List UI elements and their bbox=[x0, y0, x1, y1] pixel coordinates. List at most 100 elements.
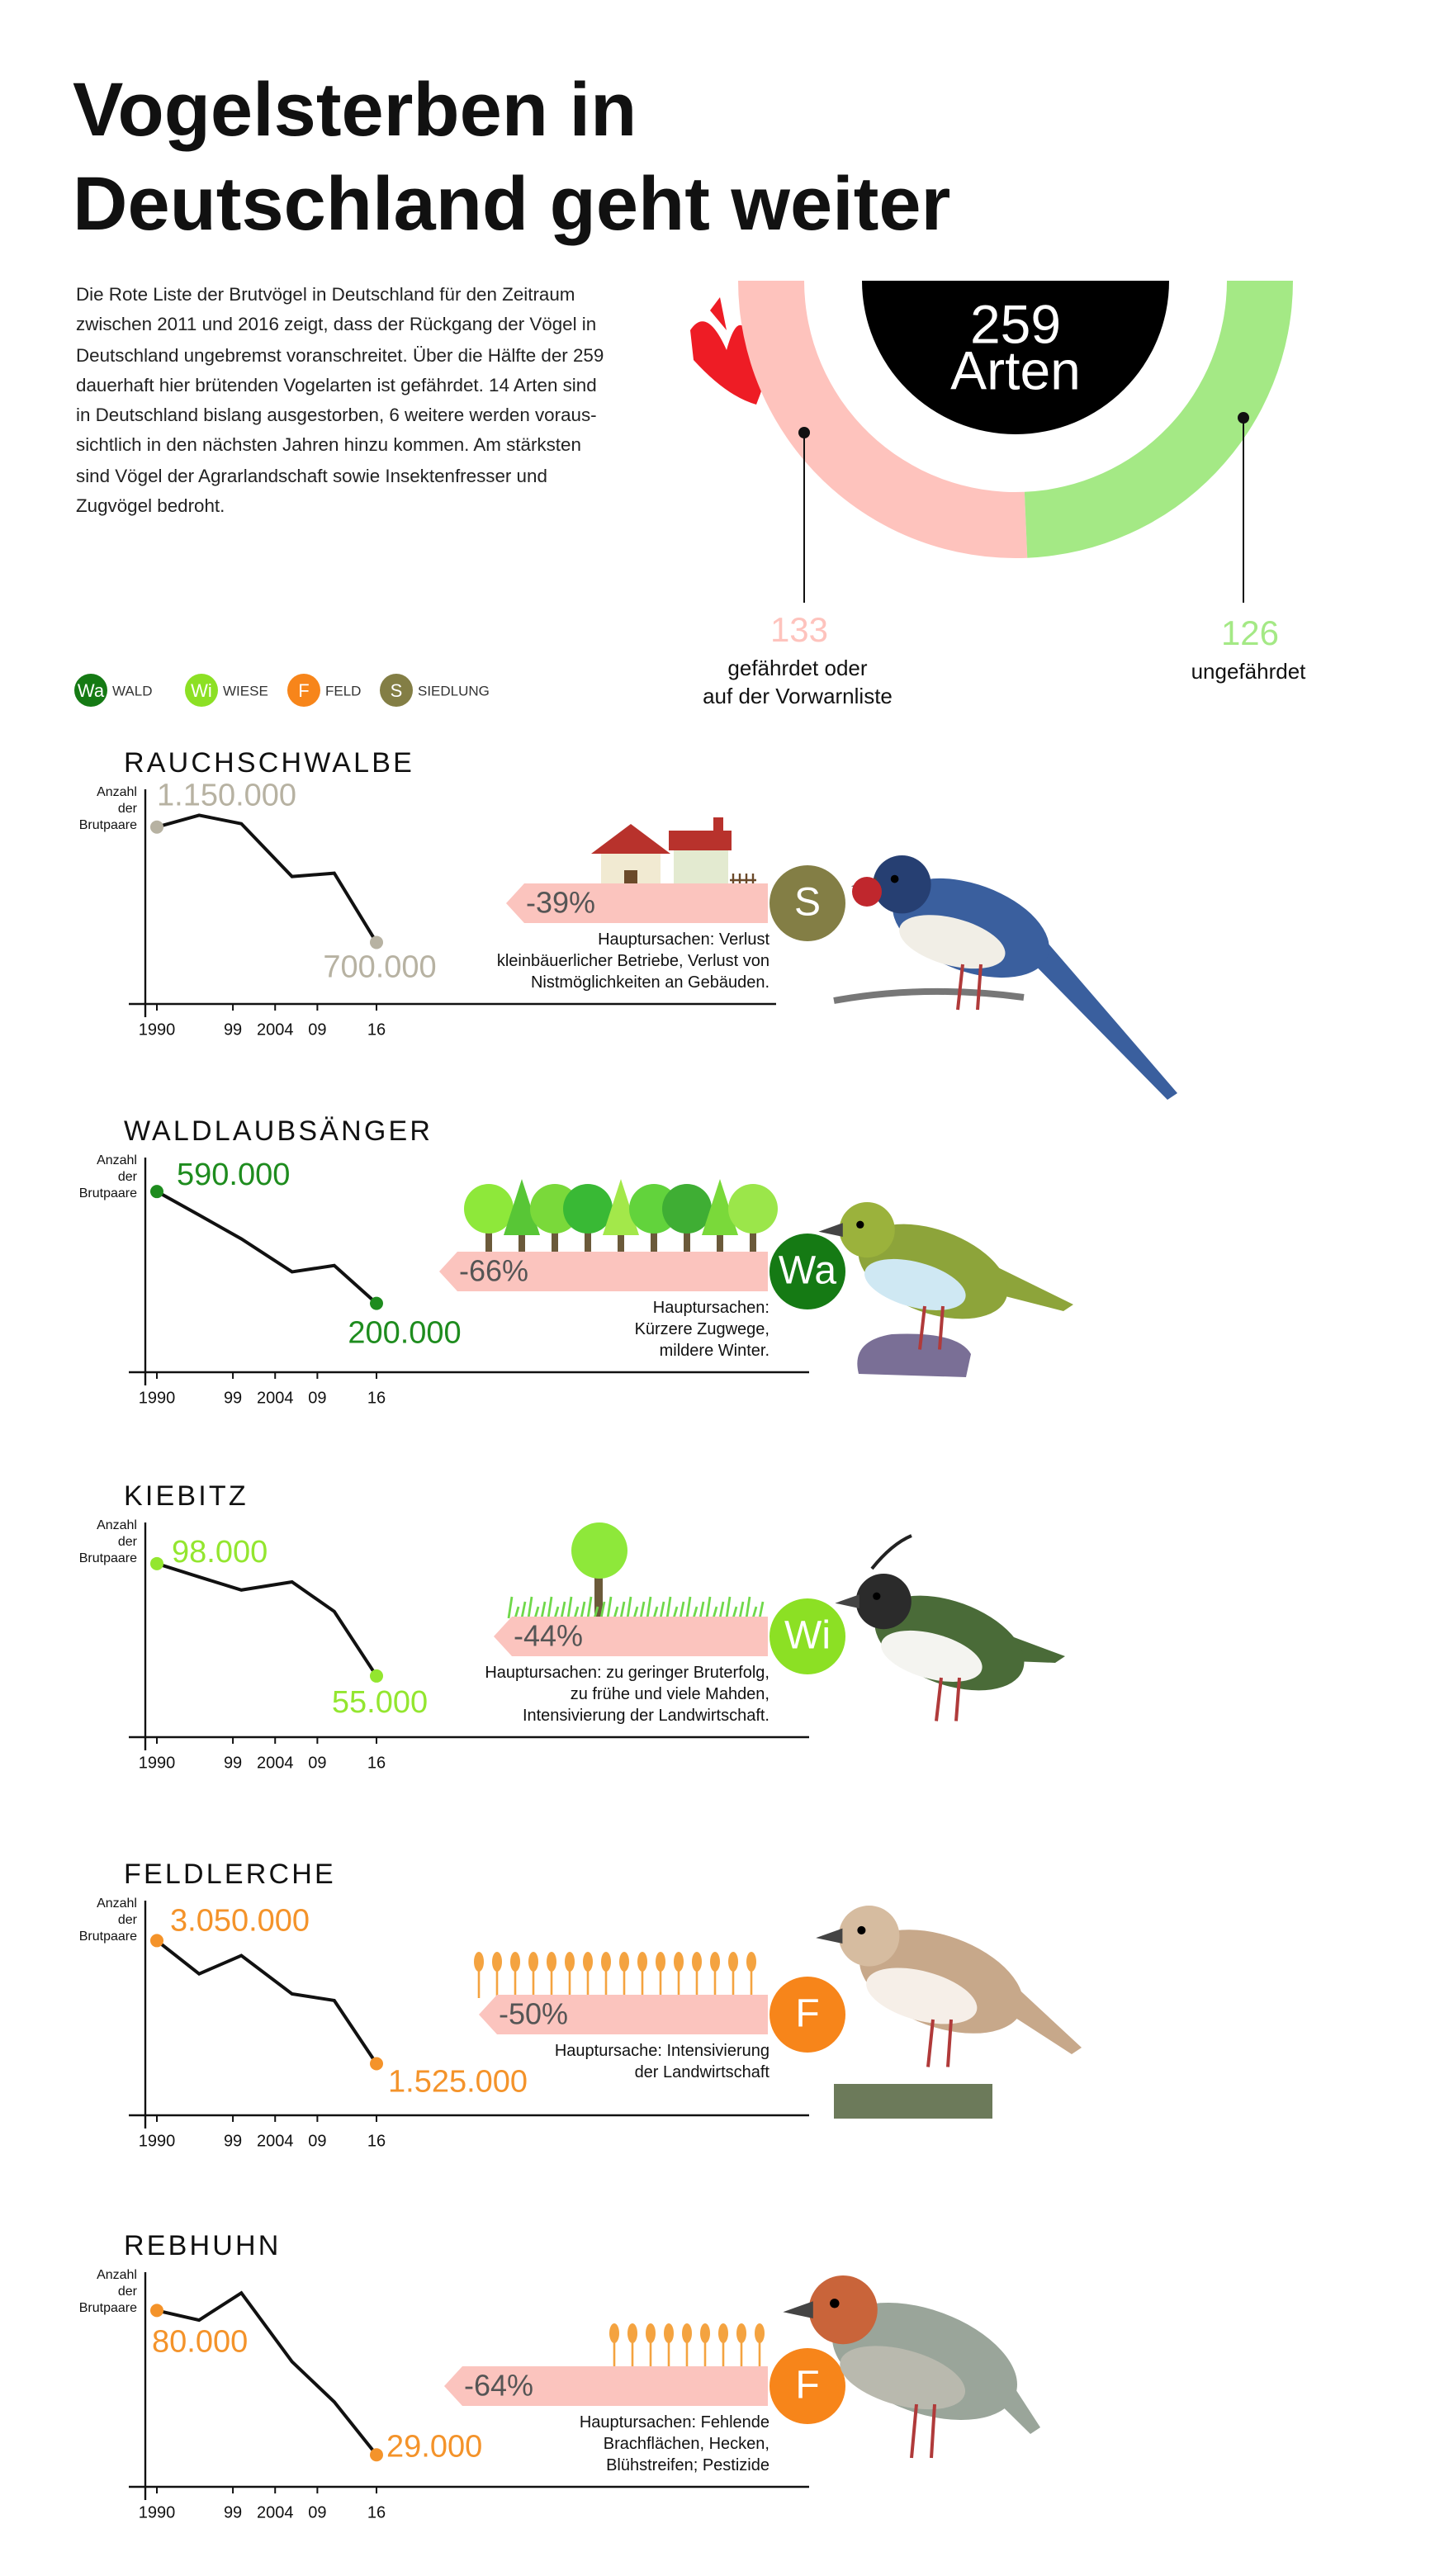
wheat-ear bbox=[718, 2323, 728, 2343]
cause: Hauptursachen: zu geringer Bruterfolg, z… bbox=[485, 1664, 769, 1726]
tree-trunk bbox=[585, 1229, 591, 1255]
legend-label: SIEDLUNG bbox=[418, 683, 490, 698]
wheat-ear bbox=[547, 1952, 556, 1972]
total: 259 bbox=[970, 293, 1061, 354]
donut-segment bbox=[738, 281, 1028, 559]
x-tick-label: 16 bbox=[367, 1020, 386, 1039]
fence bbox=[730, 874, 756, 890]
chart-title: REBHUHN bbox=[124, 2230, 282, 2261]
bird-belly bbox=[866, 1968, 978, 2024]
habitat-badge bbox=[769, 1598, 845, 1674]
title: Vogelsterben in Deutschland geht weiter bbox=[73, 66, 951, 246]
bird-legs bbox=[956, 964, 983, 1011]
bird-eye bbox=[890, 874, 899, 883]
x-tick-label: 09 bbox=[308, 2132, 326, 2150]
value-label: 55.000 bbox=[332, 1685, 428, 1720]
donut-category: gefährdet oder auf der Vorwarnliste bbox=[703, 656, 893, 708]
x-tick-label: 09 bbox=[308, 1389, 326, 1407]
wheat-ear bbox=[528, 1952, 538, 1972]
total-label: Arten bbox=[950, 339, 1081, 400]
bird-head bbox=[873, 855, 931, 914]
wheat-ear bbox=[746, 1952, 756, 1972]
tree-trunk bbox=[594, 1570, 603, 1617]
legend-code: Wa bbox=[78, 680, 105, 701]
tree-crown bbox=[702, 1179, 738, 1235]
habitat-badge bbox=[769, 2348, 845, 2424]
x-tick-label: 99 bbox=[224, 2503, 242, 2522]
donut-category: ungefährdet bbox=[1191, 659, 1306, 684]
legend-label: WIESE bbox=[223, 683, 268, 698]
y-axis-label: Anzahl der Brutpaare bbox=[78, 1153, 137, 1200]
wheat-ear bbox=[627, 2323, 637, 2343]
trend-line bbox=[155, 1939, 378, 2065]
wheat-ear bbox=[510, 1952, 520, 1972]
point bbox=[370, 2057, 383, 2071]
wheat-ear bbox=[646, 2323, 656, 2343]
value-label: 200.000 bbox=[348, 1316, 461, 1351]
bird-eye bbox=[830, 2299, 840, 2308]
x-tick-label: 09 bbox=[308, 2503, 326, 2522]
point bbox=[370, 2448, 383, 2462]
wheat-ear bbox=[492, 1952, 502, 1972]
value-label: 98.000 bbox=[172, 1535, 268, 1570]
wheat-ear bbox=[565, 1952, 575, 1972]
house-roof bbox=[669, 831, 732, 850]
x-tick-label: 1990 bbox=[139, 2132, 176, 2150]
wheat-ear bbox=[700, 2323, 710, 2343]
chart-title: KIEBITZ bbox=[124, 1480, 249, 1512]
donut-center bbox=[862, 281, 1169, 434]
bird-head bbox=[839, 1202, 895, 1258]
habitat-code: Wa bbox=[779, 1249, 837, 1293]
bird-beak bbox=[783, 2301, 813, 2318]
chart-title: RAUCHSCHWALBE bbox=[124, 747, 414, 779]
chart-title: FELDLERCHE bbox=[124, 1859, 336, 1890]
x-tick-label: 2004 bbox=[257, 1754, 294, 1772]
bird-belly bbox=[899, 915, 1006, 969]
wheat-ear bbox=[583, 1952, 593, 1972]
rock bbox=[857, 1333, 971, 1377]
x-tick-label: 1990 bbox=[139, 1020, 176, 1039]
wheat-ear bbox=[609, 2323, 619, 2343]
x-tick-label: 1990 bbox=[139, 1754, 176, 1772]
x-tick-label: 2004 bbox=[257, 2503, 294, 2522]
tree-crown bbox=[662, 1184, 712, 1234]
wheat-ear bbox=[474, 1952, 484, 1972]
tree-trunk bbox=[684, 1229, 690, 1255]
crest bbox=[870, 1534, 912, 1570]
x-tick-label: 2004 bbox=[257, 1020, 294, 1039]
x-tick-label: 16 bbox=[367, 1389, 386, 1407]
habitat-badge bbox=[769, 865, 845, 941]
wheat-ear bbox=[755, 2323, 765, 2343]
x-tick-label: 99 bbox=[224, 1754, 242, 1772]
y-axis-label: Anzahl der Brutpaare bbox=[78, 784, 137, 832]
value-label: 700.000 bbox=[323, 949, 436, 984]
x-tick-label: 16 bbox=[367, 2503, 386, 2522]
y-axis-label: Anzahl der Brutpaare bbox=[78, 1518, 137, 1565]
x-tick-label: 1990 bbox=[139, 1389, 176, 1407]
x-tick-label: 1990 bbox=[139, 2503, 176, 2522]
house-roof bbox=[591, 824, 670, 854]
legend-swatch bbox=[287, 674, 320, 707]
x-tick-label: 09 bbox=[308, 1020, 326, 1039]
wheat-ear bbox=[682, 2323, 692, 2343]
x-tick-label: 16 bbox=[367, 2132, 386, 2150]
throat bbox=[852, 877, 882, 907]
change-label: -50% bbox=[499, 1997, 568, 2031]
habitat-code: S bbox=[794, 881, 821, 925]
bird-beak bbox=[816, 1928, 843, 1944]
tree-crown bbox=[563, 1184, 613, 1234]
y-axis-label: Anzahl der Brutpaare bbox=[78, 2267, 137, 2315]
grass bbox=[507, 1596, 765, 1619]
cause: Hauptursachen: Verlust kleinbäuerlicher … bbox=[496, 931, 769, 992]
change-arrow bbox=[439, 1252, 768, 1291]
wheat-ear bbox=[619, 1952, 629, 1972]
bird-legs bbox=[910, 2403, 936, 2459]
wheat-ear bbox=[674, 1952, 684, 1972]
change-arrow bbox=[479, 1995, 768, 2034]
center-circle bbox=[862, 281, 1169, 434]
tree-crown bbox=[571, 1522, 627, 1579]
habitat-code: F bbox=[795, 1992, 819, 2036]
